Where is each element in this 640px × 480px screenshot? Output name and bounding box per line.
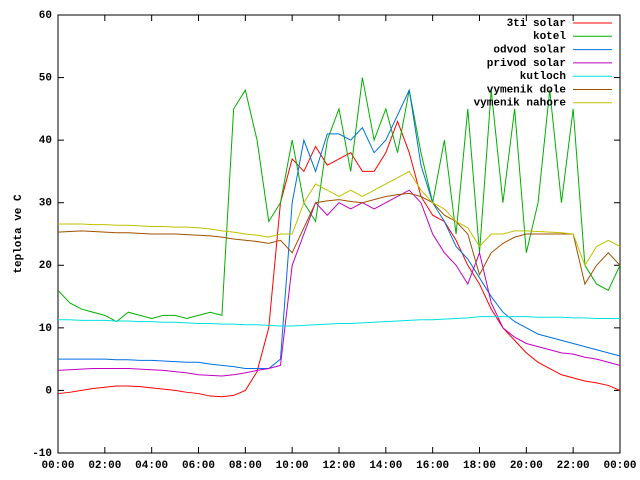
- legend-label: vymenik dole: [487, 84, 567, 96]
- legend-label: kotel: [533, 31, 566, 43]
- y-tick-label: 50: [39, 72, 52, 84]
- x-tick-label: 00:00: [41, 460, 74, 472]
- y-tick-label: 10: [39, 323, 52, 335]
- series-line: [58, 170, 621, 267]
- x-tick-label: 16:00: [416, 460, 449, 472]
- series-line: [57, 189, 621, 377]
- series-line: [58, 88, 621, 370]
- y-tick-label: 20: [39, 260, 52, 272]
- legend-label: 3ti solar: [507, 18, 566, 30]
- legend-label: odvod solar: [493, 45, 566, 57]
- y-axis-label: teplota ve C: [13, 194, 25, 274]
- x-tick-label: 00:00: [603, 460, 636, 472]
- x-tick-label: 12:00: [322, 460, 355, 472]
- y-tick-label: 60: [39, 10, 52, 22]
- x-tick-label: 08:00: [229, 460, 262, 472]
- x-tick-label: 04:00: [135, 460, 168, 472]
- x-tick-label: 02:00: [88, 460, 121, 472]
- series-line: [57, 77, 621, 323]
- legend-label: privod solar: [487, 58, 566, 70]
- x-tick-label: 10:00: [276, 460, 309, 472]
- x-tick-label: 22:00: [557, 460, 590, 472]
- x-tick-label: 18:00: [463, 460, 496, 472]
- y-tick-label: 40: [39, 135, 52, 147]
- legend-label: kutloch: [520, 71, 566, 83]
- y-tick-label: -10: [32, 448, 52, 460]
- legend-label: vymenik nahore: [474, 98, 567, 110]
- series-line: [57, 119, 621, 398]
- y-tick-label: 30: [39, 198, 52, 210]
- series-line: [57, 192, 621, 286]
- series-line: [58, 316, 620, 327]
- y-tick-label: 0: [45, 385, 52, 397]
- x-tick-label: 14:00: [369, 460, 402, 472]
- x-tick-label: 06:00: [182, 460, 215, 472]
- x-tick-label: 20:00: [510, 460, 543, 472]
